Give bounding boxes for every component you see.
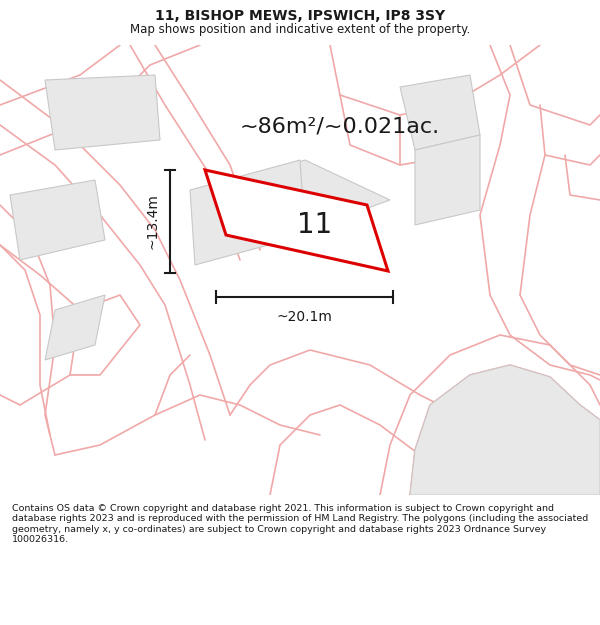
- Text: ~86m²/~0.021ac.: ~86m²/~0.021ac.: [240, 117, 440, 137]
- Polygon shape: [190, 160, 305, 265]
- Text: 11, BISHOP MEWS, IPSWICH, IP8 3SY: 11, BISHOP MEWS, IPSWICH, IP8 3SY: [155, 9, 445, 23]
- Polygon shape: [205, 170, 388, 271]
- Text: 11: 11: [297, 211, 332, 239]
- Polygon shape: [400, 75, 480, 150]
- Text: ~20.1m: ~20.1m: [277, 310, 332, 324]
- Polygon shape: [415, 135, 480, 225]
- Polygon shape: [45, 295, 105, 360]
- Polygon shape: [10, 180, 105, 260]
- Text: ~13.4m: ~13.4m: [145, 194, 159, 249]
- Polygon shape: [45, 75, 160, 150]
- Text: Map shows position and indicative extent of the property.: Map shows position and indicative extent…: [130, 23, 470, 36]
- Text: Contains OS data © Crown copyright and database right 2021. This information is : Contains OS data © Crown copyright and d…: [12, 504, 588, 544]
- Polygon shape: [410, 365, 600, 495]
- Polygon shape: [195, 160, 390, 240]
